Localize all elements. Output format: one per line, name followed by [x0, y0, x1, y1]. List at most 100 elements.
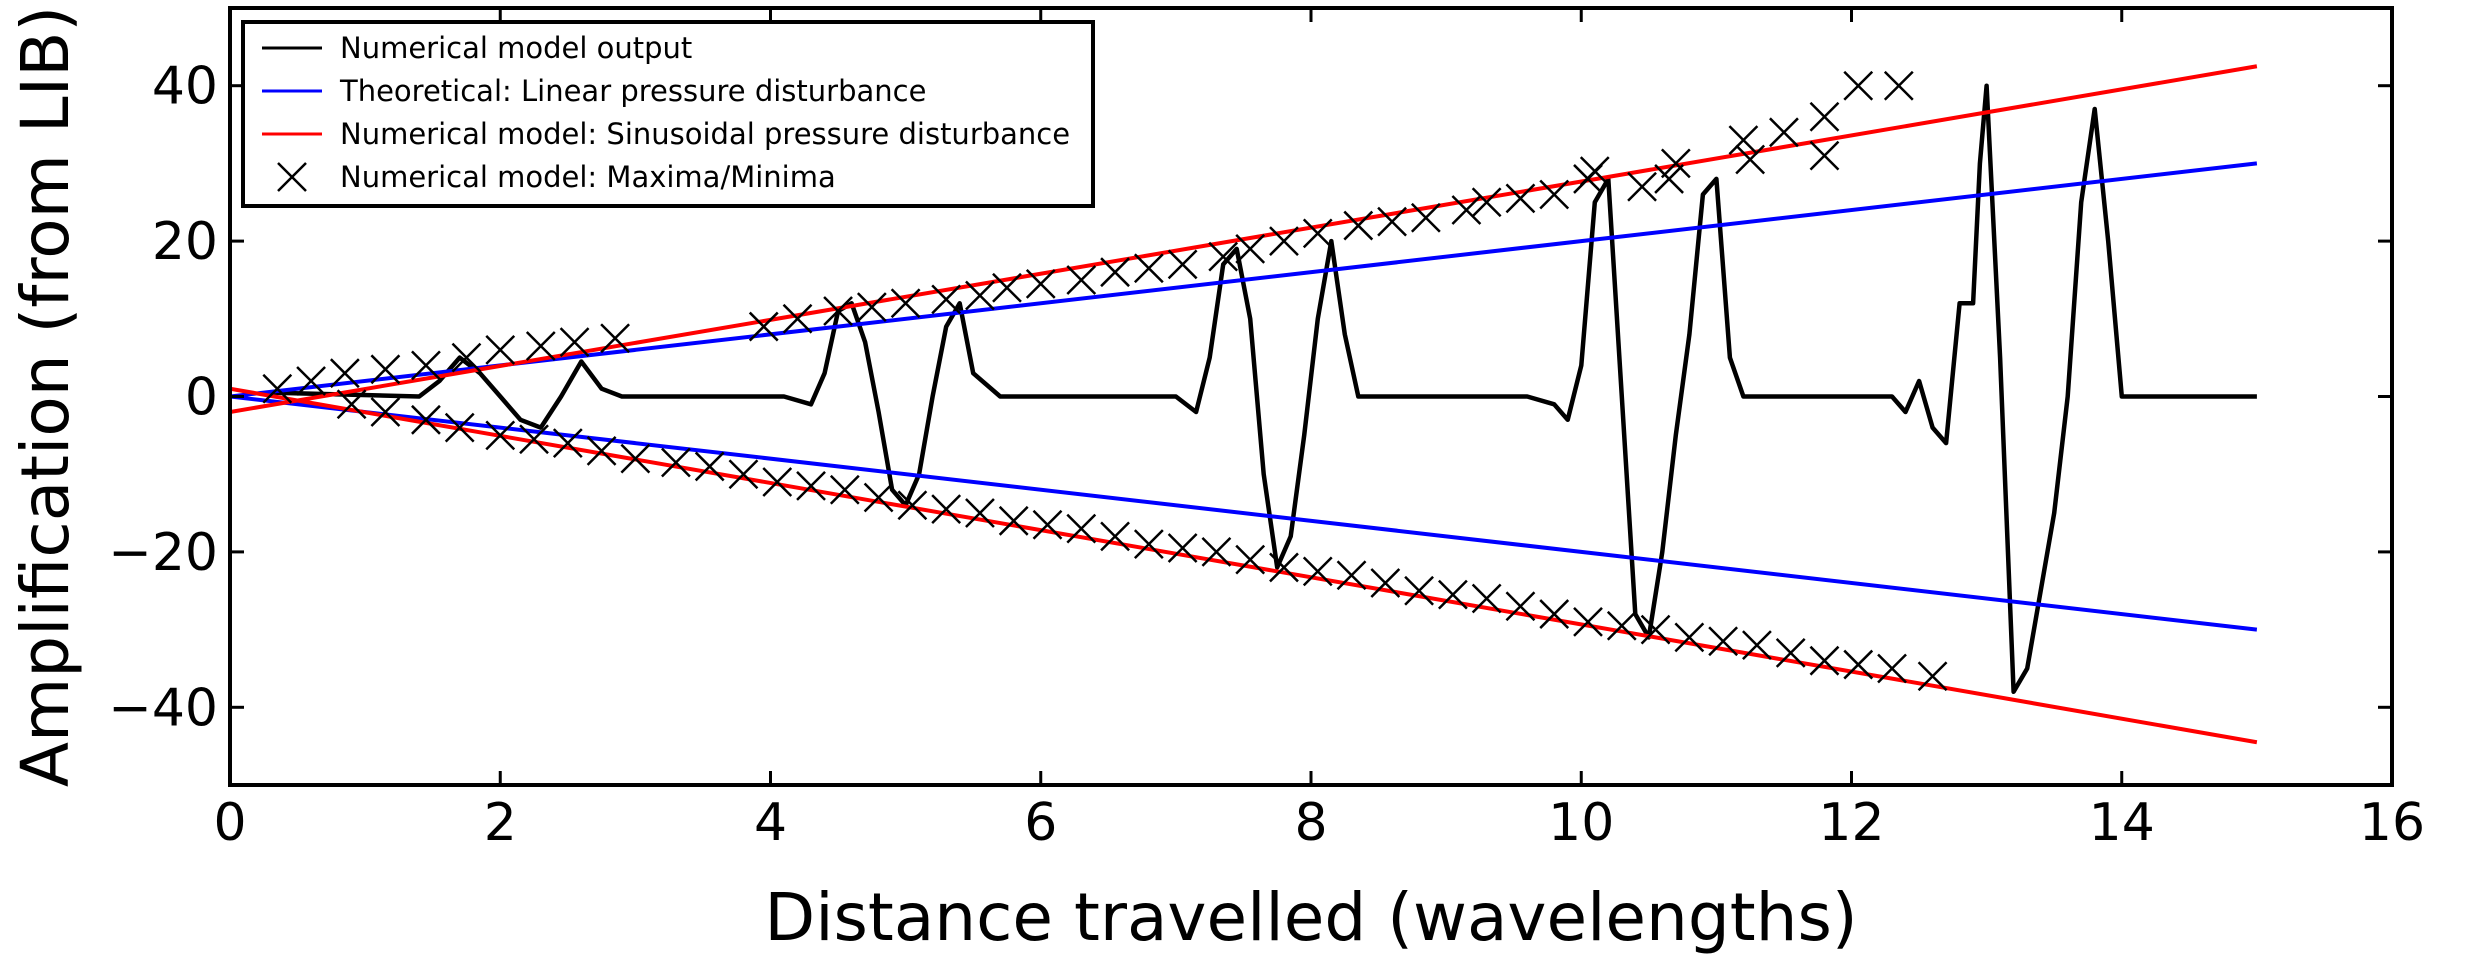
maxima-minima-marker: [1471, 187, 1502, 218]
maxima-minima-marker: [1579, 156, 1610, 187]
maxima-minima-marker: [451, 342, 482, 373]
y-axis-title: Amplification (from LIB): [7, 6, 84, 787]
maxima-minima-marker: [586, 436, 617, 466]
maxima-minima-marker: [1437, 579, 1468, 610]
maxima-minima-marker: [485, 420, 516, 451]
maxima-minima-marker: [748, 311, 779, 342]
maxima-minima-marker: [552, 428, 583, 459]
maxima-minima-marker: [370, 397, 401, 427]
x-tick-label: 6: [1024, 793, 1057, 853]
maxima-minima-marker: [1100, 521, 1130, 552]
maxima-minima-marker: [1505, 183, 1536, 214]
maxima-minima-marker: [296, 366, 326, 396]
maxima-minima-marker: [1728, 125, 1759, 155]
legend-label-maxima-minima: Numerical model: Maxima/Minima: [340, 160, 836, 194]
x-tick-label: 2: [484, 793, 517, 853]
maxima-minima-marker: [1843, 649, 1874, 680]
x-tick-label: 8: [1294, 793, 1327, 853]
maxima-minima-marker: [1370, 568, 1401, 598]
maxima-minima-marker: [411, 404, 441, 435]
maxima-minima-marker: [1167, 249, 1198, 280]
maxima-minima-marker: [519, 424, 549, 455]
y-tick-label: 20: [152, 212, 218, 272]
legend-box: [241, 20, 1095, 208]
maxima-minima-marker: [485, 334, 516, 365]
maxima-minima-marker: [525, 331, 556, 361]
maxima-minima-marker: [1640, 614, 1671, 645]
maxima-minima-marker: [1877, 653, 1907, 684]
maxima-minima-marker: [1573, 606, 1603, 637]
maxima-minima-marker: [829, 474, 860, 505]
maxima-minima-marker: [370, 354, 401, 385]
maxima-minima-marker: [1235, 544, 1266, 575]
maxima-minima-marker: [1471, 583, 1502, 614]
maxima-minima-marker: [931, 284, 962, 315]
maxima-minima-marker: [1451, 195, 1482, 225]
maxima-minima-marker: [1809, 645, 1840, 676]
maxima-minima-marker: [728, 459, 759, 490]
maxima-minima-marker: [1735, 144, 1766, 175]
x-axis-title: Distance travelled (wavelengths): [764, 879, 1857, 956]
maxima-minima-marker: [1917, 661, 1948, 692]
maxima-minima-marker: [1336, 560, 1367, 591]
maxima-minima-marker: [965, 280, 995, 311]
maxima-minima-marker: [823, 296, 853, 326]
x-tick-label: 4: [754, 793, 787, 853]
x-tick-label: 0: [213, 793, 246, 853]
y-tick-label: −40: [108, 678, 218, 738]
legend-label-sinusoidal: Numerical model: Sinusoidal pressure dis…: [340, 117, 1070, 151]
maxima-minima-marker: [1167, 533, 1198, 563]
maxima-minima-marker: [1066, 265, 1097, 295]
maxima-minima-marker: [1674, 622, 1705, 653]
maxima-minima-marker: [1302, 218, 1333, 249]
maxima-minima-marker: [620, 443, 651, 474]
maxima-minima-marker: [1410, 202, 1441, 233]
plot-area: [230, 64, 2258, 745]
legend-label-linear: Theoretical: Linear pressure disturbance: [339, 74, 926, 108]
maxima-minima-marker: [1775, 638, 1806, 668]
y-tick-label: −20: [108, 523, 218, 583]
maxima-minima-marker: [1032, 509, 1063, 540]
maxima-minima-marker: [992, 272, 1022, 303]
maxima-minima-marker: [897, 490, 928, 521]
maxima-minima-marker: [1809, 101, 1840, 132]
maxima-minima-marker: [1769, 117, 1799, 148]
maxima-minima-marker: [1539, 599, 1570, 629]
maxima-minima-marker: [1302, 556, 1333, 587]
maxima-minima-marker: [1133, 253, 1164, 284]
series-1-line-1: [230, 394, 2258, 632]
maxima-minima-marker: [262, 373, 293, 404]
maxima-minima-marker: [1404, 575, 1434, 606]
maxima-minima-marker: [1505, 591, 1536, 622]
x-tick-label: 12: [1818, 793, 1884, 853]
maxima-minima-marker: [444, 412, 475, 443]
maxima-minima-marker: [1742, 630, 1772, 661]
y-tick-label: 40: [152, 57, 218, 117]
series-1-line-0: [230, 161, 2258, 399]
maxima-minima-marker: [1208, 241, 1239, 272]
maxima-minima-marker: [1201, 537, 1232, 567]
y-tick-label: 0: [185, 368, 218, 428]
maxima-minima-marker: [336, 389, 367, 420]
maxima-minima-marker: [1100, 257, 1130, 288]
maxima-minima-marker: [411, 350, 441, 381]
maxima-minima-marker: [965, 498, 995, 528]
maxima-minima-marker: [1660, 148, 1691, 179]
maxima-minima-marker: [1025, 268, 1056, 299]
maxima-minima-marker: [1066, 513, 1097, 544]
maxima-minima-marker: [661, 447, 691, 478]
maxima-minima-marker: [1539, 179, 1570, 210]
model-output-line: [270, 83, 2257, 695]
maxima-minima-marker: [329, 358, 360, 389]
maxima-minima-marker: [856, 292, 887, 323]
maxima-minima-marker: [600, 323, 630, 354]
maxima-minima-marker: [762, 467, 793, 497]
maxima-minima-marker: [1343, 210, 1374, 241]
maxima-minima-marker: [1843, 70, 1874, 101]
maxima-minima-marker: [796, 470, 826, 501]
maxima-minima-marker: [1377, 206, 1407, 237]
x-tick-label: 14: [2089, 793, 2155, 853]
legend-label-model-output: Numerical model output: [340, 31, 692, 65]
maxima-minima-marker: [1269, 552, 1299, 583]
